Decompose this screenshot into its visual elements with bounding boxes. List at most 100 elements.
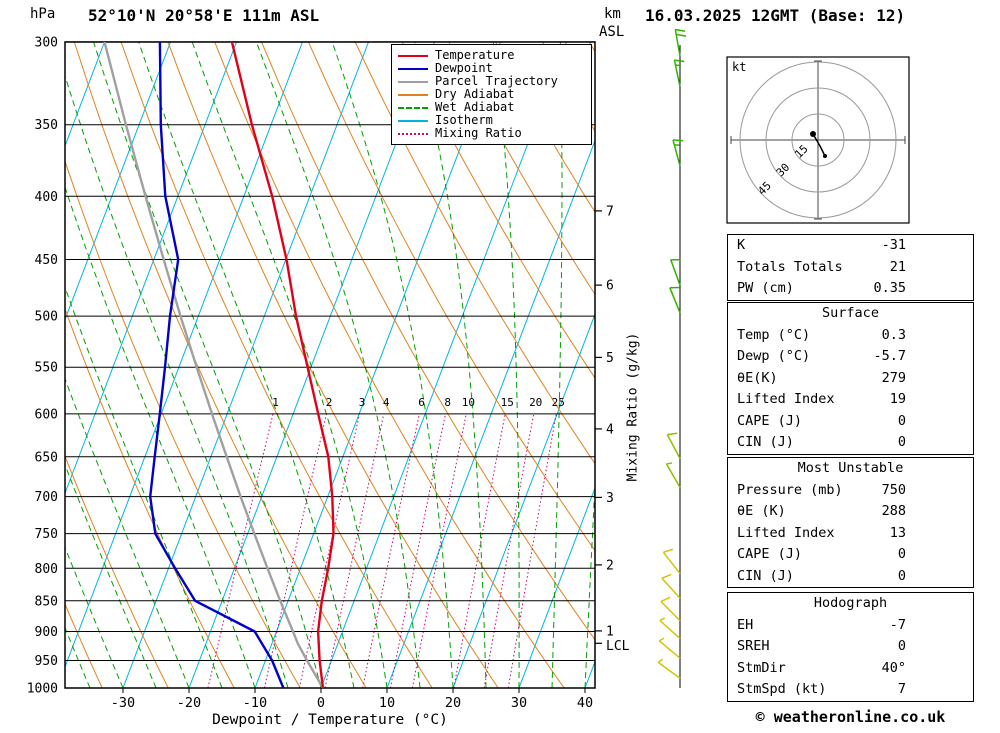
parcel-trajectory-curve [103,42,325,688]
legend-row-parcel-trajectory: Parcel Trajectory [398,75,585,88]
stat-label: Lifted Index [737,391,835,407]
stat-value: -7 [889,616,906,633]
svg-text:10: 10 [462,396,475,409]
surface-section-title: Surface [822,305,879,321]
asl-unit-label: ASL [599,24,625,40]
svg-text:30: 30 [511,695,527,711]
svg-text:-20: -20 [177,695,201,711]
wind-barb [669,287,681,314]
legend-label-mixing-ratio: Mixing Ratio [435,126,522,140]
svg-text:10: 10 [379,695,395,711]
stat-row: Dewp (°C) -5.7 [728,346,973,368]
svg-text:0: 0 [317,695,325,711]
svg-text:40: 40 [577,695,593,711]
stat-value: -31 [881,237,906,253]
stat-row: StmDir 40° [728,658,973,680]
legend-label-parcel-trajectory: Parcel Trajectory [435,74,558,88]
svg-text:700: 700 [35,490,58,505]
stat-label: K [737,237,746,253]
dry-adiabat-line-sample [398,93,428,96]
legend-row-dewpoint: Dewpoint [398,62,585,75]
svg-text:2: 2 [606,558,614,573]
mixing-ratio-line-sample [398,132,428,135]
pressure-gridlines [64,41,596,689]
legend-label-dewpoint: Dewpoint [435,61,493,75]
svg-text:4: 4 [606,422,614,437]
svg-text:8: 8 [444,396,451,409]
svg-text:2: 2 [326,396,333,409]
svg-text:5: 5 [606,351,614,366]
stat-row: Pressure (mb) 750 [728,480,973,502]
stat-value: -5.7 [873,348,906,364]
svg-text:850: 850 [35,594,58,609]
stat-label: θE(K) [737,369,778,386]
stats-box-most-unstable: Most Unstable Pressure (mb) 750 θE (K) 288… [727,457,974,588]
stats-box-surface: Surface Temp (°C) 0.3 Dewp (°C) -5.7 θE(K)… [727,302,974,455]
stat-value: 0 [897,567,906,584]
x-axis-label: Dewpoint / Temperature (°C) [212,712,448,728]
svg-text:500: 500 [35,310,58,325]
svg-text:800: 800 [35,562,58,577]
svg-text:6: 6 [606,279,614,294]
sounding-profiles [103,42,335,688]
stat-label: CIN (J) [737,567,794,584]
svg-text:20: 20 [529,396,542,409]
parcel-trajectory-line-sample [398,80,428,83]
legend-row-temperature: Temperature [398,49,585,62]
stat-label: CAPE (J) [737,412,803,429]
legend-row-mixing-ratio: Mixing Ratio [398,127,585,140]
svg-text:400: 400 [35,190,58,205]
svg-text:1000: 1000 [27,682,58,697]
stat-value: 0 [897,434,906,450]
stat-label: SREH [737,638,770,654]
svg-text:15: 15 [501,396,514,409]
stat-value: 40° [881,659,906,676]
stat-row: CAPE (J) 0 [728,411,973,433]
wind-barb [670,259,681,286]
stat-row: θE(K) 279 [728,368,973,390]
legend-row-dry-adiabat: Dry Adiabat [398,88,585,101]
stat-row: Lifted Index 13 [728,523,973,545]
footer-credit: © weatheronline.co.uk [755,708,946,726]
datetime-label: 16.03.2025 12GMT (Base: 12) [645,6,906,25]
stat-label: Dewp (°C) [737,348,811,364]
stat-value: 279 [881,369,906,386]
stat-label: StmDir [737,659,786,676]
stat-row: PW (cm) 0.35 [728,278,973,300]
wind-barb [672,139,681,167]
stat-label: CIN (J) [737,434,794,450]
stat-row: CIN (J) 0 [728,432,973,454]
svg-text:900: 900 [35,625,58,640]
svg-text:350: 350 [35,118,58,133]
stat-row: CIN (J) 0 [728,566,973,588]
dewpoint-line-sample [398,67,428,70]
temperature-curve [230,42,335,688]
wind-barb [658,640,681,659]
svg-text:950: 950 [35,654,58,669]
mixing-ratio-axis-label: Mixing Ratio (g/kg) [625,332,641,482]
stat-row: CAPE (J) 0 [728,544,973,566]
svg-text:650: 650 [35,450,58,465]
svg-text:300: 300 [35,35,58,50]
wind-barb [659,619,681,640]
stat-label: EH [737,616,754,633]
stat-row: SREH 0 [728,636,973,658]
wind-barb [662,551,681,575]
stat-value: 0 [897,546,906,562]
hodograph-kt-label: kt [732,60,747,74]
wind-barb [661,577,681,599]
stat-row: EH -7 [728,615,973,637]
pressure-unit-label: hPa [30,6,56,22]
stat-value: 13 [889,524,906,541]
most-unstable-section-title: Most Unstable [797,460,904,476]
svg-text:550: 550 [35,361,58,376]
stat-value: 0.3 [881,326,906,343]
wind-barb [673,59,681,87]
svg-text:750: 750 [35,527,58,542]
stat-label: StmSpd (kt) [737,681,827,697]
wind-barb [660,601,681,622]
dewpoint-curve [148,42,285,688]
legend-label-wet-adiabat: Wet Adiabat [435,100,515,114]
svg-text:1: 1 [272,396,279,409]
